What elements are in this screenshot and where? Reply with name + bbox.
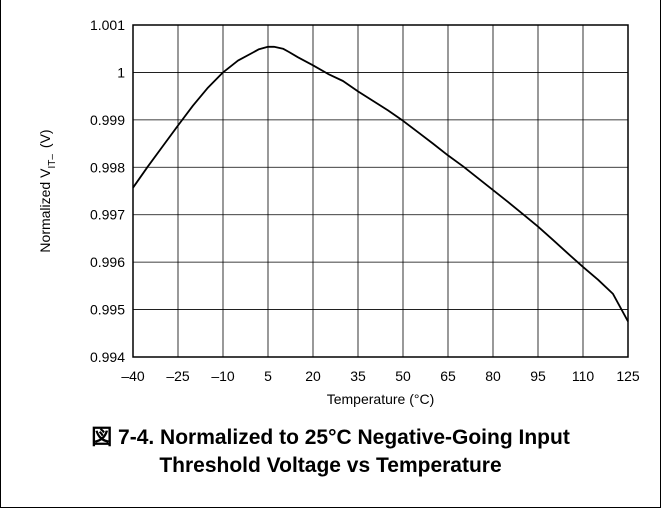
caption-line-2: Threshold Voltage vs Temperature: [159, 454, 502, 477]
x-tick-label: 20: [305, 368, 321, 384]
series-group: [132, 45, 629, 322]
y-tick-label: 0.994: [90, 349, 125, 365]
x-tick-label: 35: [350, 368, 366, 384]
x-tick-label: 5: [264, 368, 272, 384]
y-tick-label: 0.995: [90, 302, 125, 318]
series-line: [132, 45, 629, 322]
y-axis-label-unit: (V): [37, 129, 53, 148]
y-tick-label: 0.998: [90, 159, 125, 175]
y-axis-label: Normalized VIT– (V): [37, 129, 58, 252]
plot-area: [132, 24, 629, 358]
chart: –40 –25 –10 5 20 35 50 65 80 95 110 125 0.9940.9950…: [37, 17, 640, 407]
x-tick-label: 50: [395, 368, 411, 384]
x-tick-label: –10: [211, 368, 235, 384]
y-tick-label: 0.999: [90, 112, 125, 128]
x-axis: –40 –25 –10 5 20 35 50 65 80 95 110 125: [121, 368, 640, 384]
y-axis-label-main: Normalized V: [37, 168, 53, 253]
x-tick-label: 110: [572, 368, 595, 384]
y-tick-label: 0.996: [90, 254, 125, 270]
caption-line-1: 図 7-4. Normalized to 25°C Negative-Going…: [91, 426, 570, 449]
y-tick-label: 1.001: [90, 17, 125, 33]
x-tick-label: –40: [121, 368, 145, 384]
x-tick-label: 80: [485, 368, 501, 384]
x-tick-label: 125: [616, 368, 640, 384]
grid: [132, 24, 629, 358]
x-tick-label: –25: [166, 368, 190, 384]
y-axis-label-subscript: IT–: [47, 154, 58, 169]
y-tick-label: 1: [117, 64, 125, 80]
y-axis: 0.994 0.995 0.996 0.997 0.998 0.999 1 1.001: [90, 17, 125, 365]
figure-caption: 図 7-4. Normalized to 25°C Negative-Going…: [0, 424, 661, 480]
x-tick-label: 65: [440, 368, 456, 384]
x-tick-label: 95: [530, 368, 546, 384]
y-tick-label: 0.997: [90, 207, 125, 223]
x-axis-label: Temperature (°C): [327, 391, 435, 407]
